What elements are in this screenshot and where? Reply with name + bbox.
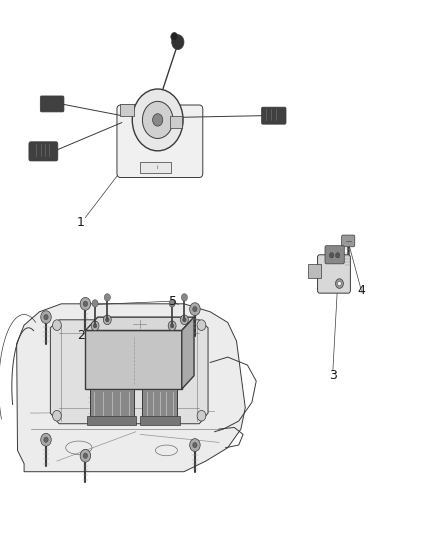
FancyBboxPatch shape — [140, 162, 171, 173]
Circle shape — [172, 35, 184, 50]
Circle shape — [93, 324, 97, 328]
Circle shape — [193, 442, 197, 448]
Circle shape — [53, 320, 61, 330]
Circle shape — [106, 318, 109, 322]
Circle shape — [142, 101, 173, 139]
Circle shape — [83, 301, 88, 306]
Circle shape — [44, 314, 48, 320]
FancyBboxPatch shape — [308, 264, 321, 278]
FancyBboxPatch shape — [140, 416, 180, 425]
FancyBboxPatch shape — [261, 107, 286, 124]
Circle shape — [41, 433, 51, 446]
Circle shape — [91, 321, 99, 330]
Circle shape — [44, 437, 48, 442]
Circle shape — [190, 303, 200, 316]
Circle shape — [168, 321, 176, 330]
Circle shape — [83, 453, 88, 458]
Circle shape — [170, 324, 174, 328]
FancyBboxPatch shape — [40, 96, 64, 112]
Circle shape — [329, 253, 334, 258]
Circle shape — [197, 320, 206, 330]
Circle shape — [104, 294, 110, 301]
Polygon shape — [50, 320, 208, 424]
Polygon shape — [17, 304, 245, 472]
Polygon shape — [85, 317, 194, 330]
FancyBboxPatch shape — [29, 142, 58, 161]
Polygon shape — [85, 330, 182, 389]
Circle shape — [169, 300, 175, 307]
Polygon shape — [142, 389, 177, 418]
Circle shape — [103, 315, 111, 325]
Circle shape — [336, 253, 340, 258]
Text: 1: 1 — [77, 216, 85, 229]
Circle shape — [183, 318, 186, 322]
Circle shape — [181, 294, 187, 301]
Circle shape — [80, 297, 91, 310]
Circle shape — [336, 279, 343, 288]
FancyBboxPatch shape — [318, 255, 350, 293]
FancyBboxPatch shape — [117, 105, 203, 177]
FancyBboxPatch shape — [120, 104, 134, 116]
Polygon shape — [182, 317, 194, 389]
FancyBboxPatch shape — [325, 246, 344, 264]
Circle shape — [53, 410, 61, 421]
Text: 5: 5 — [169, 295, 177, 308]
Circle shape — [92, 300, 98, 307]
Circle shape — [152, 114, 163, 126]
Circle shape — [338, 281, 341, 286]
Circle shape — [171, 33, 178, 41]
Text: 3: 3 — [329, 369, 337, 382]
FancyBboxPatch shape — [170, 116, 182, 128]
Circle shape — [193, 306, 197, 312]
Text: 2: 2 — [77, 329, 85, 342]
Circle shape — [132, 89, 183, 151]
Polygon shape — [90, 389, 134, 418]
FancyBboxPatch shape — [342, 235, 355, 247]
Text: 4: 4 — [357, 284, 365, 297]
Circle shape — [190, 439, 200, 451]
Circle shape — [41, 311, 51, 324]
FancyBboxPatch shape — [87, 416, 136, 425]
Text: i: i — [157, 165, 159, 170]
Circle shape — [180, 315, 188, 325]
Circle shape — [197, 410, 206, 421]
Circle shape — [80, 449, 91, 462]
